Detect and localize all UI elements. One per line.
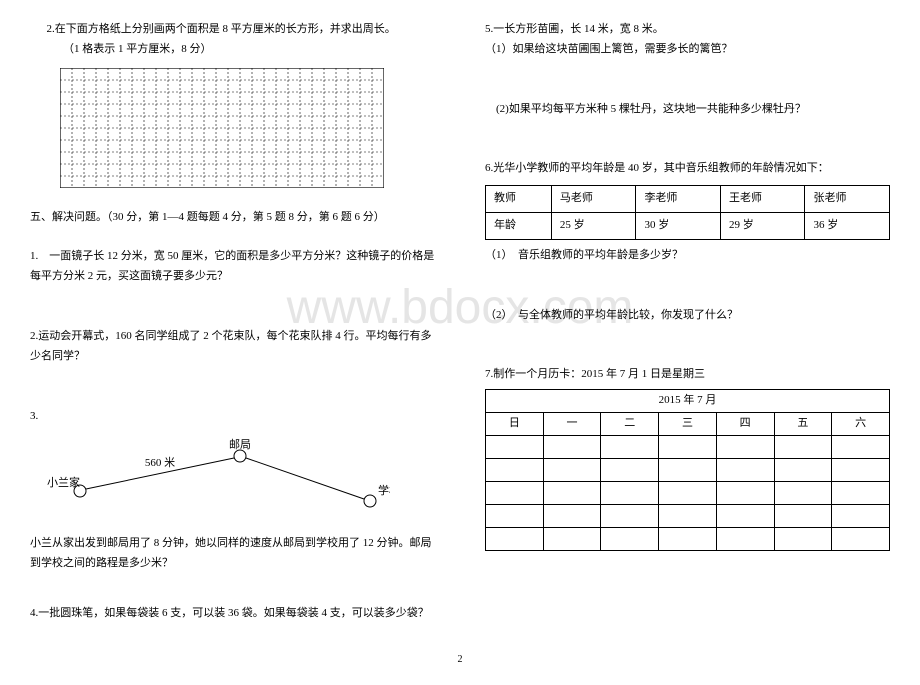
q7-header: 7.制作一个月历卡：2015 年 7 月 1 日是星期三 xyxy=(485,365,890,385)
grid-paper xyxy=(60,68,435,188)
th-teacher: 教师 xyxy=(486,186,552,213)
q5-header: 5.一长方形苗圃，长 14 米，宽 8 米。 xyxy=(485,20,890,40)
td-zhang-age: 36 岁 xyxy=(805,212,890,239)
cal-row xyxy=(486,505,890,528)
q5-2: (2)如果平均每平方米种 5 棵牡丹，这块地一共能种多少棵牡丹？ xyxy=(485,100,890,120)
cal-header-row: 日 一 二 三 四 五 六 xyxy=(486,413,890,436)
distance-label: 560 米 xyxy=(145,456,175,469)
post-node xyxy=(234,450,246,462)
q6-1: （1） 音乐组教师的平均年龄是多少岁？ xyxy=(485,246,890,266)
q2-block: 2.在下面方格纸上分别画两个面积是 8 平方厘米的长方形，并求出周长。 （1 格… xyxy=(30,20,435,188)
q6-header: 6.光华小学教师的平均年龄是 40 岁，其中音乐组教师的年龄情况如下： xyxy=(485,159,890,179)
right-column: 5.一长方形苗圃，长 14 米，宽 8 米。 （1）如果给这块苗圃围上篱笆，需要… xyxy=(485,20,890,644)
cal-title: 2015 年 7 月 xyxy=(486,390,890,413)
q3-num: 3. xyxy=(30,407,435,427)
q5-1: （1）如果给这块苗圃围上篱笆，需要多长的篱笆？ xyxy=(485,40,890,60)
post-office-label: 邮局 xyxy=(229,438,251,451)
cal-row xyxy=(486,528,890,551)
q7-block: 7.制作一个月历卡：2015 年 7 月 1 日是星期三 2015 年 7 月 … xyxy=(485,365,890,551)
page-number: 2 xyxy=(30,654,890,665)
td-wang-age: 29 岁 xyxy=(720,212,805,239)
td-li-age: 30 岁 xyxy=(636,212,721,239)
xiaolan-label: 小兰家 xyxy=(47,475,80,489)
th-zhang: 张老师 xyxy=(805,186,890,213)
q6-block: 6.光华小学教师的平均年龄是 40 岁，其中音乐组教师的年龄情况如下： 教师 马… xyxy=(485,159,890,265)
q6-2: （2） 与全体教师的平均年龄比较，你发现了什么？ xyxy=(485,306,890,326)
cal-day: 日 xyxy=(486,413,544,436)
q1: 1. 一面镜子长 12 分米，宽 50 厘米，它的面积是多少平方分米？这种镜子的… xyxy=(30,247,435,287)
th-li: 李老师 xyxy=(636,186,721,213)
cal-row xyxy=(486,459,890,482)
q3-text: 小兰从家出发到邮局用了 8 分钟，她以同样的速度从邮局到学校用了 12 分钟。邮… xyxy=(30,534,435,574)
school-label: 学校 xyxy=(378,483,390,497)
th-ma: 马老师 xyxy=(551,186,636,213)
cal-day: 一 xyxy=(543,413,601,436)
th-wang: 王老师 xyxy=(720,186,805,213)
section5-header: 五、解决问题。（30 分，第 1—4 题每题 4 分，第 5 题 8 分，第 6… xyxy=(30,208,435,228)
q4: 4.一批圆珠笔，如果每袋装 6 支，可以装 36 袋。如果每袋装 4 支，可以装… xyxy=(30,604,435,624)
q2-sub: （1 格表示 1 平方厘米，8 分） xyxy=(30,40,435,60)
table-row: 年龄 25 岁 30 岁 29 岁 36 岁 xyxy=(486,212,890,239)
q3-block: 3. 邮局 560 米 小兰家 学校 小兰从家出发到邮局用了 8 分钟，她以同样… xyxy=(30,407,435,574)
school-node xyxy=(364,495,376,507)
cal-day: 三 xyxy=(659,413,717,436)
q3-diagram: 邮局 560 米 小兰家 学校 xyxy=(30,436,435,524)
cal-row xyxy=(486,436,890,459)
cal-day: 五 xyxy=(774,413,832,436)
q2b: 2.运动会开幕式，160 名同学组成了 2 个花束队，每个花束队排 4 行。平均… xyxy=(30,327,435,367)
calendar-table: 2015 年 7 月 日 一 二 三 四 五 六 xyxy=(485,389,890,551)
cal-row xyxy=(486,482,890,505)
q2-header: 2.在下面方格纸上分别画两个面积是 8 平方厘米的长方形，并求出周长。 xyxy=(30,20,435,40)
td-age-label: 年龄 xyxy=(486,212,552,239)
left-column: 2.在下面方格纸上分别画两个面积是 8 平方厘米的长方形，并求出周长。 （1 格… xyxy=(30,20,435,644)
cal-day: 四 xyxy=(716,413,774,436)
q5-block: 5.一长方形苗圃，长 14 米，宽 8 米。 （1）如果给这块苗圃围上篱笆，需要… xyxy=(485,20,890,60)
cal-day: 六 xyxy=(832,413,890,436)
teacher-table: 教师 马老师 李老师 王老师 张老师 年龄 25 岁 30 岁 29 岁 36 … xyxy=(485,185,890,240)
cal-day: 二 xyxy=(601,413,659,436)
table-row: 教师 马老师 李老师 王老师 张老师 xyxy=(486,186,890,213)
td-ma-age: 25 岁 xyxy=(551,212,636,239)
